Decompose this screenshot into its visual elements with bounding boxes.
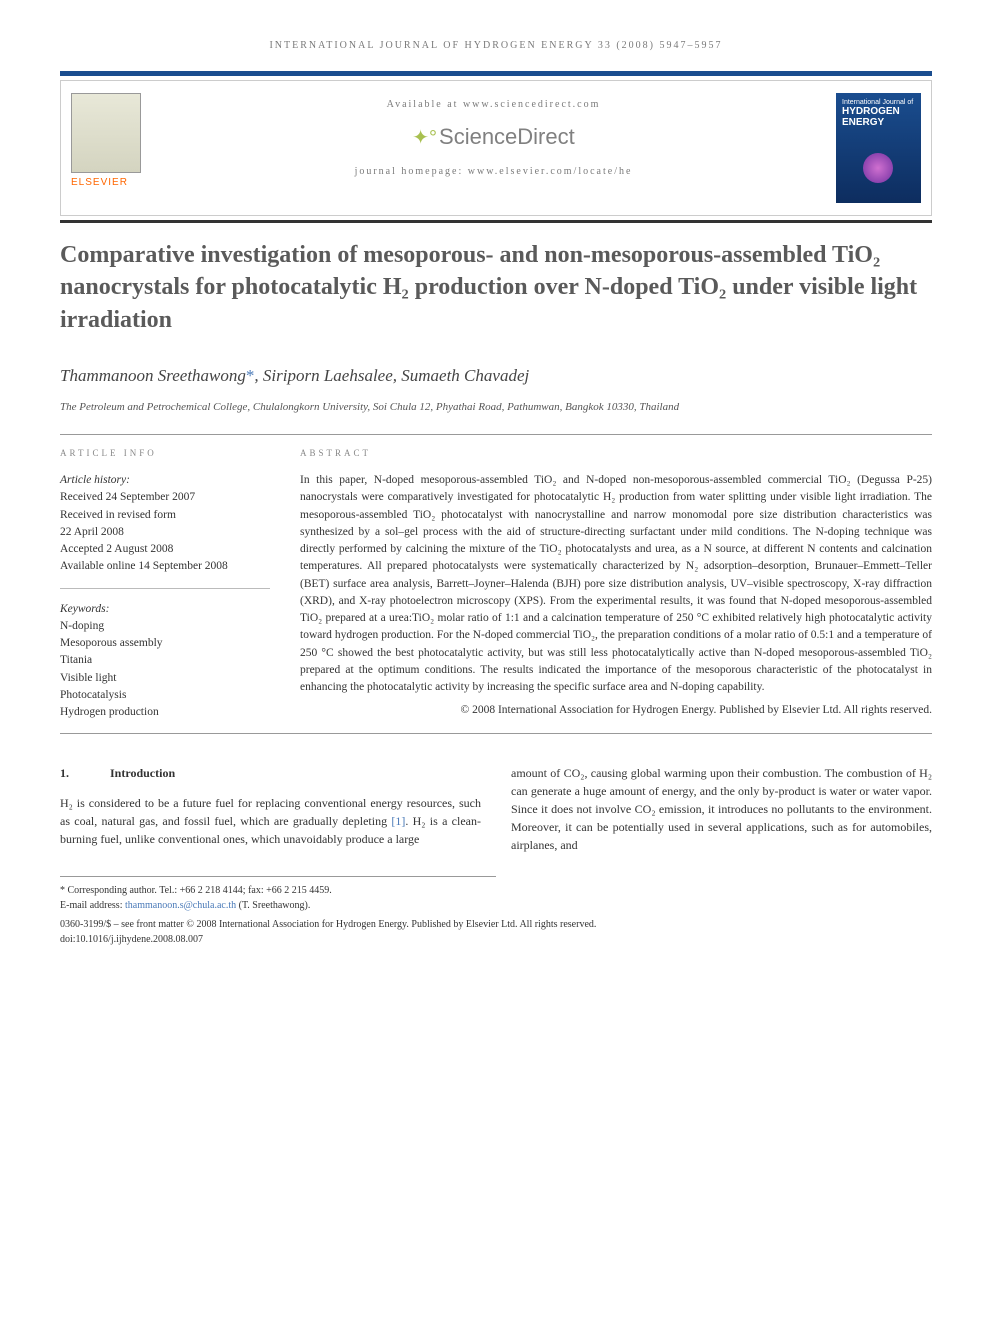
email-label: E-mail address: (60, 900, 125, 911)
keyword: Hydrogen production (60, 704, 270, 721)
section-divider (60, 733, 932, 734)
front-matter: 0360-3199/$ – see front matter © 2008 In… (60, 917, 932, 932)
footnotes: * Corresponding author. Tel.: +66 2 218 … (60, 876, 496, 913)
cover-graphic-icon (863, 153, 893, 183)
top-brand-bar (60, 71, 932, 76)
available-at-text: Available at www.sciencedirect.com (151, 99, 836, 110)
keywords-label: Keywords: (60, 601, 270, 618)
abstract-heading: ABSTRACT (300, 447, 932, 461)
journal-header: INTERNATIONAL JOURNAL OF HYDROGEN ENERGY… (60, 40, 932, 51)
intro-paragraph-cont: amount of CO₂, causing global warming up… (511, 764, 932, 854)
body-columns: 1.Introduction H₂ is considered to be a … (60, 764, 932, 854)
article-info: ARTICLE INFO Article history: Received 2… (60, 447, 270, 722)
cover-title: HYDROGEN ENERGY (842, 106, 915, 128)
abstract: ABSTRACT In this paper, N-doped mesoporo… (300, 447, 932, 722)
authors: Thammanoon Sreethawong*, Siriporn Laehsa… (60, 366, 932, 386)
email-line: E-mail address: thammanoon.s@chula.ac.th… (60, 898, 496, 913)
publisher-logo: ELSEVIER (61, 93, 151, 188)
keyword: Titania (60, 652, 270, 669)
keyword: Mesoporous assembly (60, 635, 270, 652)
doi: doi:10.1016/j.ijhydene.2008.08.007 (60, 932, 932, 947)
corresponding-star-icon: * (246, 366, 255, 385)
section-number: 1. (60, 764, 110, 782)
section-label: Introduction (110, 766, 175, 780)
sciencedirect-icon: ✦° (412, 127, 437, 149)
cover-subhead: International Journal of (842, 99, 915, 106)
sciencedirect-brand[interactable]: ✦°ScienceDirect (151, 124, 836, 150)
email-link[interactable]: thammanoon.s@chula.ac.th (125, 900, 236, 911)
history-label: Article history: (60, 472, 270, 489)
authors-text: Thammanoon Sreethawong*, Siriporn Laehsa… (60, 366, 529, 385)
email-who: (T. Sreethawong). (236, 900, 310, 911)
revised-line2: 22 April 2008 (60, 524, 270, 541)
received-date: Received 24 September 2007 (60, 489, 270, 506)
revised-line1: Received in revised form (60, 507, 270, 524)
keyword: Photocatalysis (60, 687, 270, 704)
keyword: Visible light (60, 670, 270, 687)
intro-paragraph: H₂ is considered to be a future fuel for… (60, 794, 481, 848)
abstract-copyright: © 2008 International Association for Hyd… (300, 702, 932, 719)
publisher-name: ELSEVIER (71, 177, 151, 188)
journal-cover: International Journal of HYDROGEN ENERGY (836, 93, 921, 203)
section-divider (60, 434, 932, 435)
body-col-left: 1.Introduction H₂ is considered to be a … (60, 764, 481, 854)
online-date: Available online 14 September 2008 (60, 558, 270, 575)
info-abstract-row: ARTICLE INFO Article history: Received 2… (60, 447, 932, 722)
corresponding-author: * Corresponding author. Tel.: +66 2 218 … (60, 883, 496, 898)
article-title: Comparative investigation of mesoporous-… (60, 239, 932, 336)
abstract-text: In this paper, N-doped mesoporous-assemb… (300, 472, 932, 696)
header-center: Available at www.sciencedirect.com ✦°Sci… (151, 93, 836, 177)
divider-bar (60, 220, 932, 223)
sciencedirect-text: ScienceDirect (439, 124, 575, 149)
info-divider (60, 588, 270, 589)
intro-heading: 1.Introduction (60, 764, 481, 782)
accepted-date: Accepted 2 August 2008 (60, 541, 270, 558)
header-box: ELSEVIER Available at www.sciencedirect.… (60, 80, 932, 216)
homepage-link[interactable]: journal homepage: www.elsevier.com/locat… (151, 166, 836, 177)
citation-link[interactable]: [1] (391, 814, 405, 828)
keyword: N-doping (60, 618, 270, 635)
article-info-heading: ARTICLE INFO (60, 447, 270, 461)
elsevier-tree-icon (71, 93, 141, 173)
bottom-notes: 0360-3199/$ – see front matter © 2008 In… (60, 917, 932, 947)
affiliation: The Petroleum and Petrochemical College,… (60, 400, 932, 415)
body-col-right: amount of CO₂, causing global warming up… (511, 764, 932, 854)
